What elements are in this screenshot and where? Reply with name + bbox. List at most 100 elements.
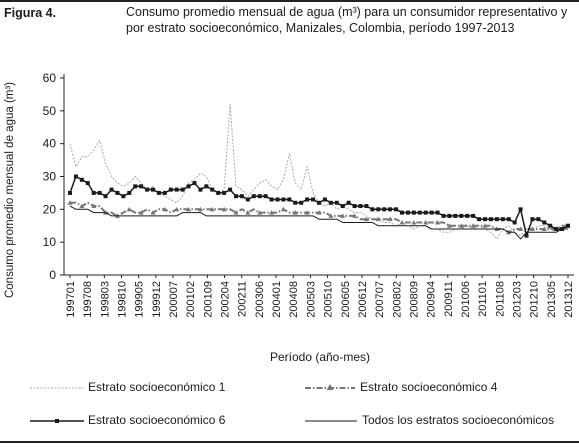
x-tick-label: 201108: [494, 281, 506, 317]
series-point-estrato-4: [423, 219, 429, 225]
x-tick-label: 201312: [563, 281, 575, 318]
top-rule: [0, 0, 579, 2]
series-point-estrato-6: [162, 190, 167, 195]
x-tick-label: 200102: [185, 281, 197, 318]
series-point-estrato-4: [411, 219, 417, 225]
figure-label: Figura 4.: [4, 6, 57, 20]
legend-label-estrato-6: Estrato socioeconómico 6: [88, 413, 226, 427]
series-point-estrato-6: [192, 181, 197, 186]
x-tick-label: 200605: [340, 281, 352, 318]
series-point-estrato-6: [121, 194, 126, 199]
y-tick-label: 60: [43, 71, 57, 85]
series-point-estrato-6: [388, 207, 393, 212]
series-point-estrato-6: [459, 213, 464, 218]
x-tick-label: 201006: [460, 281, 472, 318]
series-point-estrato-6: [405, 210, 410, 215]
series-point-estrato-4: [209, 206, 215, 212]
series-point-estrato-6: [216, 190, 221, 195]
series-point-estrato-4: [91, 203, 97, 209]
series-point-estrato-6: [245, 197, 250, 202]
x-tick-label: 200809: [408, 281, 420, 318]
y-tick-label: 20: [43, 202, 57, 216]
x-tick-label: 199708: [82, 281, 94, 318]
series-point-estrato-6: [441, 213, 446, 218]
series-point-estrato-6: [228, 187, 233, 192]
series-point-estrato-6: [299, 200, 304, 205]
series-point-estrato-4: [352, 213, 358, 218]
series-point-estrato-4: [470, 223, 476, 228]
x-tick-label: 200707: [374, 281, 386, 318]
legend-label-todos: Todos los estratos socioeconómicos: [362, 413, 555, 427]
series-point-estrato-6: [346, 200, 351, 205]
series-point-estrato-6: [73, 174, 78, 179]
x-tick-label: 200510: [323, 281, 335, 318]
x-tick-label: 200911: [443, 281, 455, 317]
x-tick-label: 200109: [202, 281, 214, 318]
series-point-estrato-6: [524, 233, 529, 238]
x-tick-label: 199810: [117, 281, 129, 318]
series-point-estrato-6: [156, 190, 161, 195]
series-point-estrato-6: [204, 184, 209, 189]
series-point-estrato-6: [512, 220, 517, 225]
series-point-estrato-6: [257, 194, 262, 199]
series-point-estrato-4: [529, 226, 535, 232]
series-point-estrato-6: [68, 190, 72, 195]
series-point-estrato-6: [269, 197, 274, 202]
x-axis-label: Período (año-mes): [269, 350, 371, 364]
series-point-estrato-6: [180, 187, 185, 192]
series-point-estrato-6: [566, 223, 570, 228]
series-point-estrato-6: [328, 200, 333, 205]
chart-series: [67, 103, 571, 240]
x-tick-label: 200408: [288, 281, 300, 318]
x-tick-label: 199912: [151, 281, 163, 318]
chart-axes: 0 10 20 30 40 50 60 199701 199708 199803 199810 199…: [43, 71, 575, 318]
series-point-estrato-6: [488, 217, 493, 222]
x-tick-label: 200211: [237, 281, 249, 317]
series-point-estrato-6: [394, 207, 399, 212]
series-point-estrato-6: [465, 213, 470, 218]
series-point-estrato-6: [518, 207, 523, 212]
series-point-estrato-4: [186, 206, 192, 212]
series-point-estrato-6: [109, 187, 114, 192]
series-point-estrato-6: [239, 194, 244, 199]
series-point-estrato-6: [417, 210, 422, 215]
series-point-estrato-6: [198, 187, 203, 192]
series-point-estrato-6: [133, 184, 138, 189]
series-point-estrato-6: [85, 181, 90, 186]
series-point-estrato-6: [79, 177, 84, 182]
x-tick-label: 200204: [220, 281, 232, 318]
legend-marks: [30, 384, 357, 423]
series-point-estrato-6: [210, 187, 215, 192]
series-point-estrato-6: [222, 190, 227, 195]
series-point-estrato-4: [363, 216, 369, 222]
series-point-estrato-6: [305, 197, 310, 202]
series-point-estrato-4: [174, 206, 180, 212]
x-tick-label: 199905: [134, 281, 146, 318]
series-point-estrato-4: [138, 210, 144, 215]
series-point-estrato-4: [269, 210, 275, 215]
series-point-estrato-4: [221, 206, 227, 212]
series-point-estrato-4: [387, 216, 393, 222]
series-point-estrato-4: [150, 210, 156, 215]
series-point-estrato-4: [328, 213, 334, 218]
series-point-estrato-6: [293, 200, 298, 205]
series-point-estrato-6: [370, 207, 375, 212]
y-tick-label: 30: [43, 170, 57, 184]
x-tick-label: 201203: [511, 281, 523, 318]
series-point-estrato-4: [280, 206, 286, 212]
series-point-estrato-4: [233, 210, 239, 215]
series-point-estrato-6: [435, 210, 440, 215]
x-tick-label: 200904: [426, 281, 438, 318]
series-point-estrato-4: [375, 216, 381, 222]
series-point-estrato-6: [500, 217, 505, 222]
series-point-estrato-4: [197, 206, 203, 212]
series-point-estrato-6: [352, 204, 357, 209]
series-point-estrato-4: [541, 226, 547, 232]
series-point-estrato-6: [429, 210, 434, 215]
series-point-estrato-6: [530, 217, 535, 222]
series-point-estrato-6: [234, 194, 238, 199]
series-point-estrato-4: [245, 210, 251, 215]
series-point-estrato-4: [257, 210, 263, 215]
y-tick-label: 10: [43, 235, 57, 249]
